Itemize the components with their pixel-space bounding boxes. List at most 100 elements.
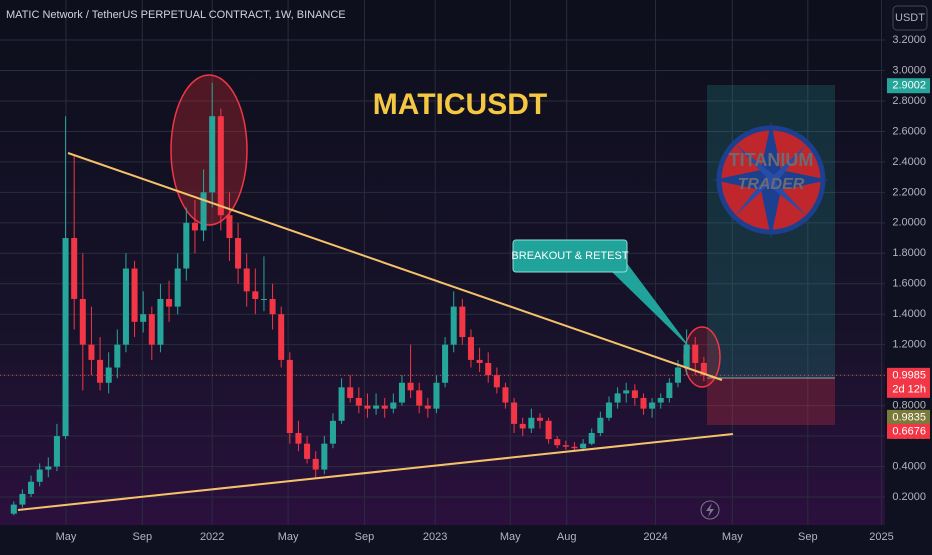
candle-body [605,402,612,418]
time-axis [0,525,932,550]
price-marker [887,367,930,398]
y-tick-label: 1.4000 [892,308,926,320]
candle-body [174,268,181,307]
candle-body [53,436,60,467]
candle-body [28,481,35,494]
candles [10,82,707,516]
price-marker [887,78,930,94]
x-tick-label: May [500,531,521,543]
candle-body [148,314,155,345]
candle-body [700,362,707,376]
candle-body [157,298,164,345]
callout-text: BREAKOUT & RETEST [511,250,628,262]
chart-title: MATICUSDT [373,88,547,121]
x-tick-label: 2025 [869,531,893,543]
price-marker [887,409,930,425]
logo-top: TITANIUM [729,150,814,170]
candle-body [286,359,293,434]
price-marker-label: 0.9835 [892,411,926,423]
candle-body [45,466,52,470]
candle-body [442,344,449,383]
axis-labels: 0.20000.40000.60000.80001.00001.20001.40… [56,34,930,543]
candle-body [321,443,328,470]
candle-body [649,402,656,409]
candle-body [62,238,69,437]
candle-body [554,439,561,446]
resistance-line [67,152,723,381]
candle-body [269,298,276,315]
candle-body [295,433,302,444]
candle-body [122,268,129,345]
candle-body [235,238,242,269]
candle-body [373,405,380,409]
currency[interactable]: USDT [895,12,925,24]
candle-body [657,397,664,403]
candle-body [200,192,207,231]
candle-body [329,420,336,444]
candle-body [450,306,457,345]
candle-body [631,390,638,398]
countdown: 2d 12h [892,383,926,395]
x-tick-label: Sep [355,531,375,543]
candle-body [312,458,319,470]
x-tick-label: Sep [133,531,153,543]
candle-body [390,402,397,409]
currency-button[interactable] [892,5,928,31]
candle-body [252,291,259,299]
candle-body [511,402,518,424]
x-tick-label: Aug [557,531,577,543]
y-tick-label: 3.0000 [892,64,926,76]
y-tick-label: 2.2000 [892,186,926,198]
candle-body [166,298,173,307]
y-tick-label: 0.8000 [892,399,926,411]
x-tick-label: May [722,531,743,543]
callout-pointer [612,262,692,350]
candle-body [467,337,474,360]
y-tick-label: 1.6000 [892,278,926,290]
candle-body [536,417,543,421]
candle-body [588,433,595,444]
candle-body [476,359,483,363]
y-tick-label: 0.4000 [892,460,926,472]
y-tick-label: 2.4000 [892,156,926,168]
loss-zone [707,378,835,425]
callout-box [512,239,628,273]
x-tick-label: 2022 [200,531,224,543]
x-tick-label: 2023 [423,531,447,543]
candle-body [226,215,233,239]
x-tick-label: Sep [798,531,818,543]
candle-body [485,362,492,376]
y-tick-label: 2.0000 [892,217,926,229]
candle-body [640,397,647,409]
y-tick-label: 2.6000 [892,125,926,137]
price-marker-label: 0.9985 [892,369,926,381]
candle-body [597,417,604,434]
event-icon-bolt [706,503,714,517]
candle-body [614,393,621,403]
candle-body [278,314,285,360]
candle-body [191,222,198,231]
candle-body [545,420,552,440]
candle-body [407,382,414,391]
candle-body [347,387,354,398]
candle-body [674,367,682,383]
price-marker-label: 2.9002 [892,80,926,92]
event-icon[interactable] [700,500,720,520]
candle-body [459,306,466,338]
x-tick-label: 2024 [643,531,667,543]
candle-body [304,443,311,459]
candle-body [562,445,569,447]
candle-body [260,298,267,300]
candle-body [355,397,362,406]
candle-body [502,387,509,403]
candle-body [10,504,17,514]
x-tick-label: May [278,531,299,543]
candle-body [79,298,86,345]
y-tick-label: 1.2000 [892,339,926,351]
candle-body [71,238,78,299]
y-tick-label: 0.2000 [892,491,926,503]
candle-body [398,382,405,403]
x-tick-label: May [56,531,77,543]
